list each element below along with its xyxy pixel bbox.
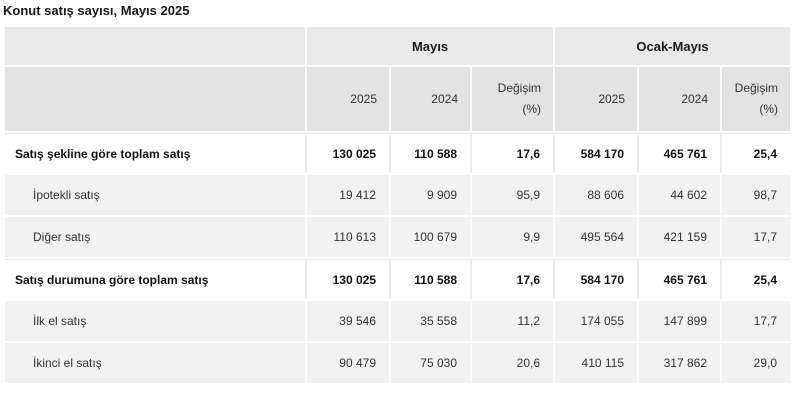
value-cell: 317 862 — [639, 343, 721, 383]
value-cell: 20,6 — [472, 343, 554, 383]
value-cell: 25,4 — [722, 259, 791, 299]
value-cell: 17,6 — [472, 133, 554, 173]
housing-sales-table: Mayıs Ocak-Mayıs 2025 2024 Değişim (%) 2… — [3, 25, 792, 385]
value-cell: 9,9 — [472, 217, 554, 257]
value-cell: 495 564 — [555, 217, 638, 257]
value-cell: 35 558 — [391, 301, 470, 341]
value-cell: 465 761 — [639, 259, 721, 299]
col-group-mayis: Mayıs — [307, 27, 554, 65]
value-cell: 410 115 — [555, 343, 638, 383]
value-cell: 29,0 — [722, 343, 791, 383]
row-label: Diğer satış — [5, 217, 305, 257]
table-row: Satış şekline göre toplam satış 130 025 11… — [5, 133, 791, 173]
value-cell: 17,7 — [722, 301, 791, 341]
column-header-ocakmayis-2024: 2024 — [639, 67, 721, 131]
table-row: İpotekli satış 19 412 9 909 95,9 88 606 44 60… — [5, 175, 791, 215]
value-cell: 9 909 — [391, 175, 470, 215]
column-header-ocakmayis-2025: 2025 — [555, 67, 638, 131]
column-group-row: Mayıs Ocak-Mayıs — [5, 27, 791, 65]
value-cell: 110 588 — [391, 133, 470, 173]
value-cell: 584 170 — [555, 259, 638, 299]
value-cell: 39 546 — [307, 301, 389, 341]
row-label: İlk el satış — [5, 301, 305, 341]
table-row: İlk el satış 39 546 35 558 11,2 174 055 147 8… — [5, 301, 791, 341]
value-cell: 98,7 — [722, 175, 791, 215]
table-body: Satış şekline göre toplam satış 130 025 11… — [5, 133, 791, 383]
column-header-mayis-degisim: Değişim (%) — [472, 67, 554, 131]
value-cell: 90 479 — [307, 343, 389, 383]
value-cell: 174 055 — [555, 301, 638, 341]
value-cell: 11,2 — [472, 301, 554, 341]
column-header-mayis-2024: 2024 — [391, 67, 470, 131]
table-row: İkinci el satış 90 479 75 030 20,6 410 115 31… — [5, 343, 791, 383]
corner-cell — [5, 67, 305, 131]
value-cell: 465 761 — [639, 133, 721, 173]
corner-cell — [5, 27, 305, 65]
value-cell: 25,4 — [722, 133, 791, 173]
table-row: Satış durumuna göre toplam satış 130 025 1… — [5, 259, 791, 299]
value-cell: 17,6 — [472, 259, 554, 299]
table-head: Mayıs Ocak-Mayıs 2025 2024 Değişim (%) 2… — [5, 27, 791, 131]
value-cell: 584 170 — [555, 133, 638, 173]
table-row: Diğer satış 110 613 100 679 9,9 495 564 421 1… — [5, 217, 791, 257]
value-cell: 75 030 — [391, 343, 470, 383]
value-cell: 147 899 — [639, 301, 721, 341]
value-cell: 130 025 — [307, 259, 389, 299]
column-header-mayis-2025: 2025 — [307, 67, 389, 131]
value-cell: 17,7 — [722, 217, 791, 257]
value-cell: 100 679 — [391, 217, 470, 257]
row-label: İpotekli satış — [5, 175, 305, 215]
value-cell: 421 159 — [639, 217, 721, 257]
value-cell: 44 602 — [639, 175, 721, 215]
value-cell: 110 588 — [391, 259, 470, 299]
value-cell: 88 606 — [555, 175, 638, 215]
col-group-ocak-mayis: Ocak-Mayıs — [555, 27, 791, 65]
row-label: İkinci el satış — [5, 343, 305, 383]
value-cell: 95,9 — [472, 175, 554, 215]
row-label: Satış durumuna göre toplam satış — [5, 259, 305, 299]
column-header-ocakmayis-degisim: Değişim (%) — [722, 67, 791, 131]
value-cell: 110 613 — [307, 217, 389, 257]
value-cell: 130 025 — [307, 133, 389, 173]
column-header-row: 2025 2024 Değişim (%) 2025 2024 Değişim … — [5, 67, 791, 131]
value-cell: 19 412 — [307, 175, 389, 215]
row-label: Satış şekline göre toplam satış — [5, 133, 305, 173]
page-title: Konut satış sayısı, Mayıs 2025 — [3, 3, 190, 18]
